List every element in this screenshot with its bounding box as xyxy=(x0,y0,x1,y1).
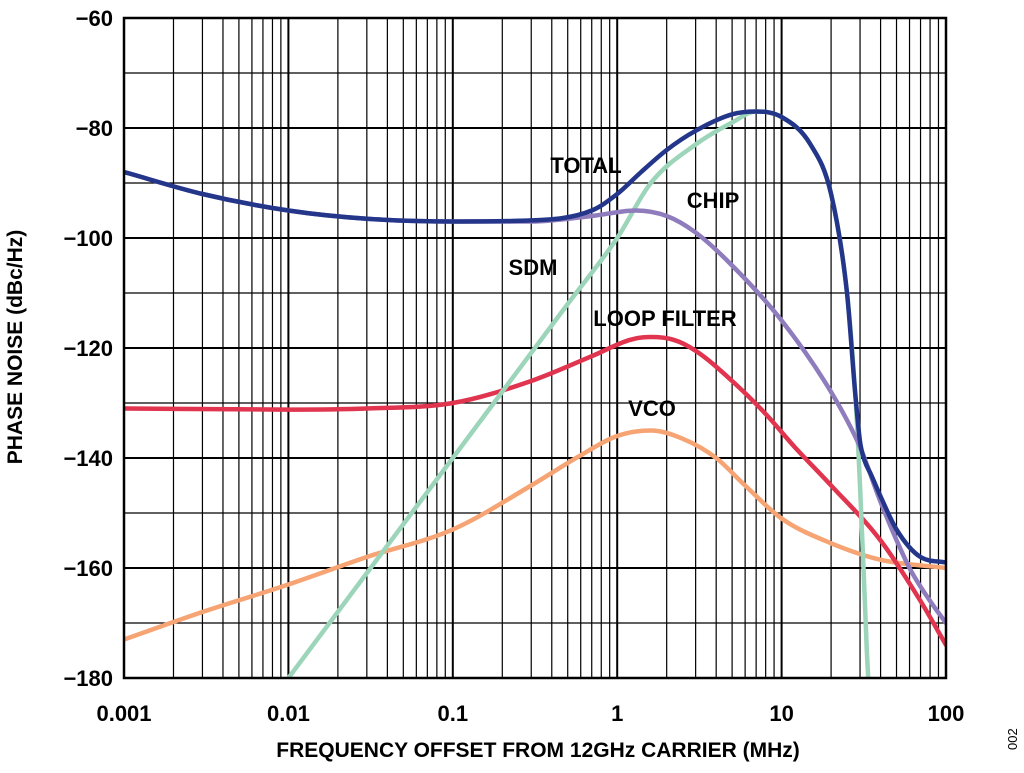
y-axis-title: PHASE NOISE (dBc/Hz) xyxy=(4,230,27,465)
y-tick-label: −60 xyxy=(76,6,113,31)
series-chip-line xyxy=(124,169,946,626)
label-vco: VCO xyxy=(628,396,676,421)
x-tick-label: 0.01 xyxy=(267,701,310,726)
x-tick-label: 0.1 xyxy=(438,701,469,726)
label-loop-filter: LOOP FILTER xyxy=(593,306,737,331)
y-tick-label: −100 xyxy=(63,226,113,251)
series-vco-line xyxy=(124,428,946,642)
x-axis-title: FREQUENCY OFFSET FROM 12GHz CARRIER (MHz… xyxy=(276,739,799,762)
x-tick-label: 1 xyxy=(611,701,623,726)
figure-id: 002 xyxy=(1005,728,1020,750)
series-loop-filter-line xyxy=(124,334,946,648)
series-total-line xyxy=(124,109,946,565)
y-tick-label: −120 xyxy=(63,336,113,361)
y-tick-label: −140 xyxy=(63,446,113,471)
y-tick-label: −160 xyxy=(63,556,113,581)
label-total: TOTAL xyxy=(550,153,621,178)
x-tick-labels: 0.001 0.01 0.1 1 10 100 xyxy=(96,701,964,726)
x-tick-label: 10 xyxy=(769,701,793,726)
y-tick-label: −180 xyxy=(63,666,113,691)
series-curves xyxy=(124,109,946,678)
label-sdm: SDM xyxy=(509,255,558,280)
grid xyxy=(123,17,946,679)
x-tick-label: 0.001 xyxy=(96,701,151,726)
series-labels: TOTAL CHIP SDM LOOP FILTER VCO xyxy=(509,153,740,421)
y-tick-label: −80 xyxy=(76,116,113,141)
plot-frame xyxy=(122,16,948,680)
x-tick-label: 100 xyxy=(928,701,965,726)
y-tick-labels: −60 −80 −100 −120 −140 −160 −180 xyxy=(63,6,113,691)
label-chip: CHIP xyxy=(687,188,740,213)
